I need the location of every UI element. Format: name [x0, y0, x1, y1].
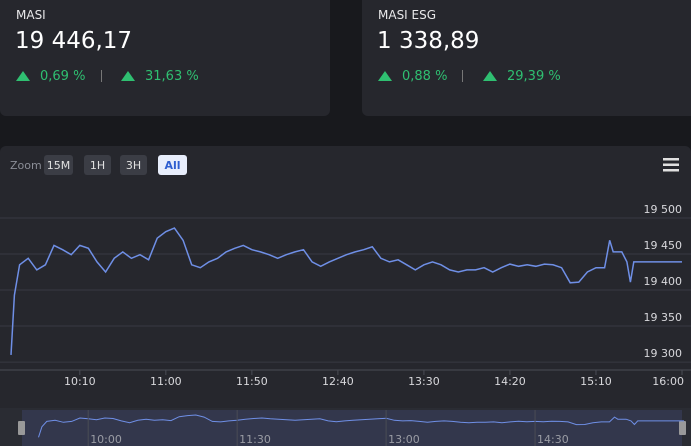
- change-text: 0,69 %: [40, 69, 86, 84]
- x-tick-label: 10:10: [64, 375, 96, 388]
- index-card: MASI 19 446,17 0,69 % 31,63 %: [0, 0, 330, 116]
- y-tick-label: 19 500: [644, 203, 683, 216]
- x-tick-label: 11:00: [150, 375, 182, 388]
- x-tick-label: 14:20: [494, 375, 526, 388]
- zoom-button-label: 15M: [47, 159, 71, 172]
- zoom-button-bg: [120, 155, 147, 175]
- x-tick-label: 11:50: [236, 375, 268, 388]
- y-tick-label: 19 350: [644, 311, 683, 324]
- navigator-handle[interactable]: [679, 421, 686, 435]
- navigator-line: [38, 414, 684, 438]
- x-tick-label: 12:40: [322, 375, 354, 388]
- change-text: 29,39 %: [507, 69, 561, 84]
- separator: [101, 70, 102, 82]
- zoom-button-label: 3H: [126, 159, 141, 172]
- x-tick-label: 16:00: [652, 375, 684, 388]
- index-name: MASI: [16, 8, 46, 22]
- x-tick-label: 13:30: [408, 375, 440, 388]
- y-tick-label: 19 450: [644, 239, 683, 252]
- y-tick-label: 19 300: [644, 347, 683, 360]
- change-text: 31,63 %: [145, 69, 199, 84]
- menu-icon[interactable]: [663, 158, 679, 172]
- separator: [462, 70, 463, 82]
- chart-panel: [0, 146, 691, 446]
- change-text: 0,88 %: [402, 69, 448, 84]
- zoom-button-label: 1H: [90, 159, 105, 172]
- zoom-button[interactable]: All: [158, 155, 187, 175]
- zoom-button[interactable]: 15M: [44, 155, 73, 175]
- navigator-tick-label: 11:30: [239, 433, 271, 446]
- change: 0,69 %: [16, 69, 85, 84]
- index-name: MASI ESG: [378, 8, 437, 22]
- zoom-label: Zoom: [10, 159, 42, 172]
- index-value: 19 446,17: [15, 28, 133, 54]
- navigator-tick-label: 14:30: [537, 433, 569, 446]
- zoom-button-bg: [84, 155, 111, 175]
- change: 29,39 %: [483, 69, 561, 84]
- navigator-window[interactable]: [22, 410, 682, 446]
- zoom-button[interactable]: 1H: [84, 155, 111, 175]
- zoom-button[interactable]: 3H: [120, 155, 147, 175]
- price-line: [10, 227, 682, 355]
- zoom-button-bg: [158, 155, 187, 175]
- change: 0,88 %: [378, 69, 447, 84]
- y-tick-label: 19 400: [644, 275, 683, 288]
- x-tick-label: 15:10: [580, 375, 612, 388]
- index-card: MASI ESG 1 338,89 0,88 % 29,39 %: [362, 0, 691, 116]
- navigator-tick-label: 13:00: [388, 433, 420, 446]
- zoom-button-label: All: [164, 159, 180, 172]
- navigator-tick-label: 10:00: [90, 433, 122, 446]
- change: 31,63 %: [121, 69, 199, 84]
- navigator-handle[interactable]: [18, 421, 25, 435]
- index-value: 1 338,89: [377, 28, 480, 54]
- zoom-button-bg: [44, 155, 73, 175]
